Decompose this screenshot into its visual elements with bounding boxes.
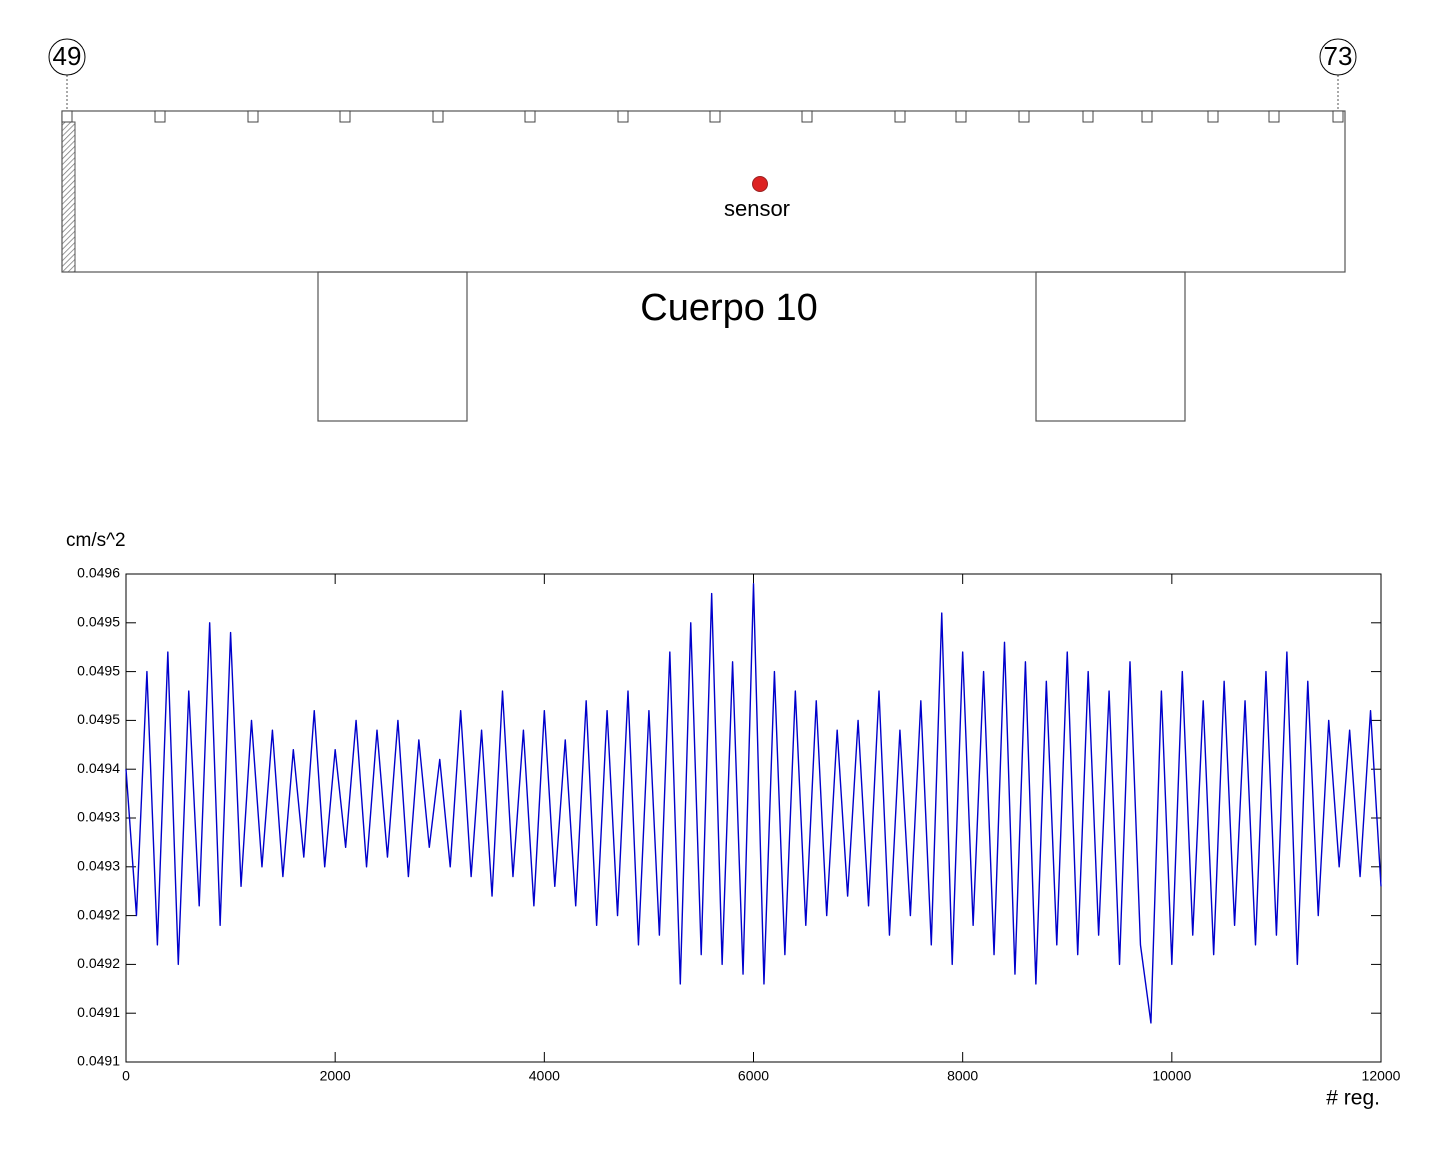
x-axis-label: # reg. (1326, 1087, 1380, 1110)
node-markers (61, 110, 1344, 123)
y-tick-label: 0.0495 (77, 662, 120, 678)
diagram: 49 73 sensor Cuerpo 10 (48, 38, 1357, 422)
x-tick-label: 8000 (947, 1068, 978, 1084)
node-circle (1319, 38, 1357, 76)
node-square (247, 110, 259, 123)
y-tick-label: 0.0493 (77, 809, 120, 825)
plot-frame (125, 573, 1382, 1063)
node-label: 49 (53, 41, 82, 71)
y-axis-label: cm/s^2 (66, 530, 126, 551)
y-tick-label: 0.0492 (77, 955, 120, 971)
node-square (61, 110, 73, 123)
y-tick-label: 0.0491 (77, 1053, 120, 1069)
deck (61, 110, 1346, 273)
x-tick-label: 2000 (320, 1068, 351, 1084)
node-square (1268, 110, 1280, 123)
node-square (1082, 110, 1094, 123)
x-tick-label: 6000 (738, 1068, 769, 1084)
node-square (1332, 110, 1344, 123)
node-square (1207, 110, 1219, 123)
node-square (894, 110, 906, 123)
node-square (154, 110, 166, 123)
signal-line (125, 583, 1382, 1024)
node-square (801, 110, 813, 123)
pier (1035, 271, 1186, 422)
abutment (61, 121, 76, 273)
node-square (1018, 110, 1030, 123)
node-square (955, 110, 967, 123)
sensor-label: sensor (724, 196, 790, 221)
node-square (709, 110, 721, 123)
node-square (524, 110, 536, 123)
y-tick-label: 0.0495 (77, 614, 120, 630)
x-tick-label: 0 (122, 1068, 130, 1084)
pier (317, 271, 468, 422)
node-square (339, 110, 351, 123)
y-tick-label: 0.0495 (77, 711, 120, 727)
chart: cm/s^2 # reg. 0.0491 0.0491 0.0492 0.0492 0.… (66, 530, 1401, 1110)
node-label: 73 (1324, 41, 1353, 71)
y-tick-label: 0.0491 (77, 1004, 120, 1020)
x-tick-label: 4000 (529, 1068, 560, 1084)
y-tick-label: 0.0494 (77, 760, 120, 776)
sensor-dot (752, 176, 768, 192)
x-tick-label: 12000 (1362, 1068, 1401, 1084)
node-square (617, 110, 629, 123)
y-tick-label: 0.0496 (77, 565, 120, 581)
node-circle (48, 38, 86, 76)
node-square (432, 110, 444, 123)
y-tick-label: 0.0493 (77, 858, 120, 874)
diagram-title: Cuerpo 10 (640, 287, 817, 329)
y-tick-label: 0.0492 (77, 906, 120, 922)
x-tick-label: 10000 (1152, 1068, 1191, 1084)
node-square (1141, 110, 1153, 123)
